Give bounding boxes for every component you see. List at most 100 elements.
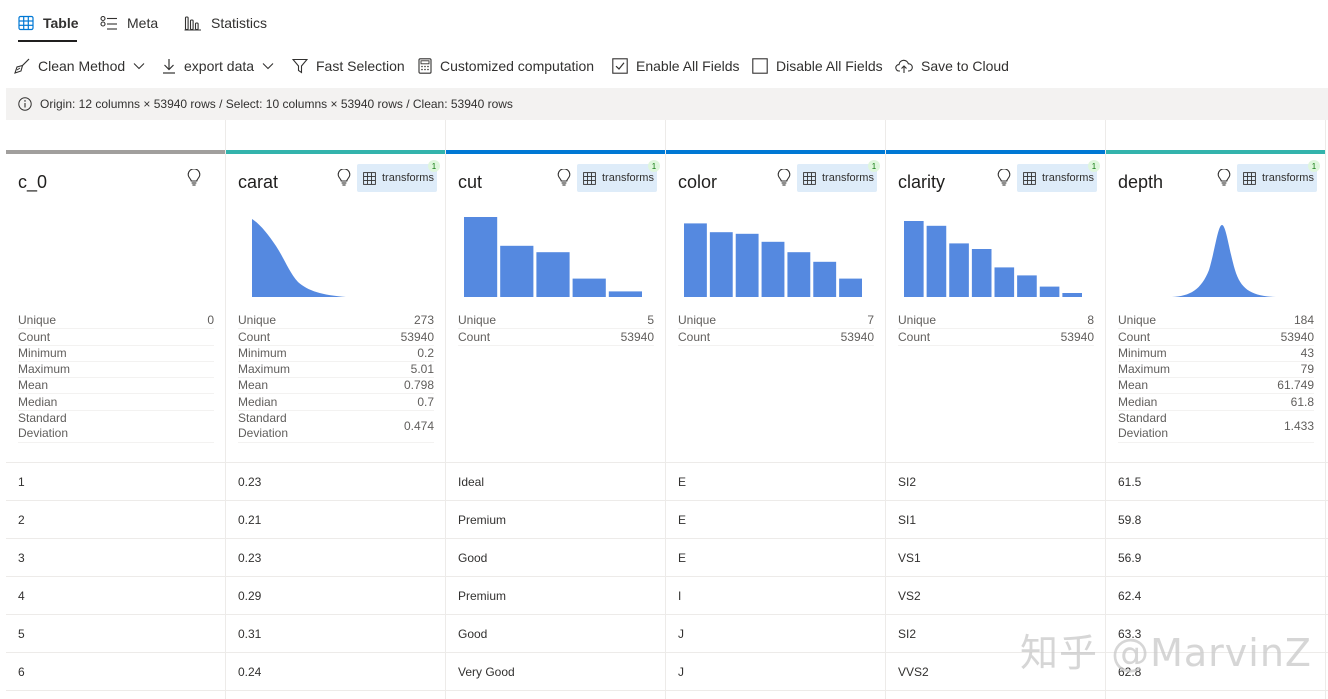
checkbox-checked-icon — [612, 58, 628, 74]
table-cell[interactable]: J — [666, 615, 886, 653]
tab-statistics[interactable]: Statistics — [184, 12, 267, 34]
clarity-histogram-bar[interactable] — [949, 243, 969, 297]
transforms-label: transforms — [1262, 172, 1314, 184]
table-cell[interactable]: 62.4 — [1106, 577, 1326, 615]
stat-label: Count — [18, 329, 51, 344]
color-histogram-bar[interactable] — [813, 261, 837, 297]
lightbulb-icon[interactable] — [777, 168, 791, 192]
table-cell[interactable]: 63.3 — [1106, 615, 1326, 653]
table-cell[interactable]: 61.5 — [1106, 463, 1326, 501]
cut-histogram-bar[interactable] — [464, 217, 498, 297]
save-to-cloud-button[interactable]: Save to Cloud — [895, 52, 1009, 80]
stat-label: Count — [238, 329, 271, 344]
clarity-histogram-bar[interactable] — [971, 249, 992, 297]
color-histogram-bar[interactable] — [787, 252, 811, 297]
stat-value: 53940 — [620, 329, 654, 344]
cut-histogram-bar[interactable] — [500, 245, 534, 297]
stat-value: 5 — [647, 313, 654, 328]
enable-all-fields-button[interactable]: Enable All Fields — [612, 52, 740, 80]
table-cell[interactable]: Good — [446, 539, 666, 577]
table-cell[interactable]: 0.29 — [226, 577, 446, 615]
transforms-label: transforms — [1042, 172, 1094, 184]
lightbulb-icon[interactable] — [557, 168, 571, 192]
table-cell[interactable]: 56.9 — [1106, 539, 1326, 577]
cut-histogram-bar[interactable] — [608, 291, 642, 297]
table-cell[interactable]: 6 — [6, 653, 226, 691]
column-clarity: clarity transforms 1 Unique 8 Count 53940 — [886, 120, 1106, 699]
table-cell[interactable]: SI2 — [886, 615, 1106, 653]
table-cell[interactable]: Good — [446, 615, 666, 653]
lightbulb-icon[interactable] — [187, 168, 201, 192]
tab-meta[interactable]: Meta — [100, 12, 158, 34]
customized-computation-button[interactable]: Customized computation — [418, 52, 594, 80]
cut-histogram-bar[interactable] — [572, 278, 606, 297]
color-histogram-bar[interactable] — [761, 241, 785, 297]
table-cell[interactable]: Very Good — [446, 653, 666, 691]
table-row[interactable]: 5 0.31 Good J SI2 63.3 — [6, 614, 1328, 653]
clarity-histogram-bar[interactable] — [1062, 293, 1082, 297]
list-icon — [100, 15, 117, 30]
table-cell[interactable]: 2 — [6, 501, 226, 539]
table-cell[interactable]: 0.23 — [226, 463, 446, 501]
tab-table[interactable]: Table — [18, 12, 79, 34]
clarity-histogram-bar[interactable] — [904, 221, 924, 297]
export-data-dropdown[interactable]: export data — [162, 52, 274, 80]
clarity-histogram-bar[interactable] — [1017, 275, 1037, 297]
color-histogram-bar[interactable] — [709, 232, 733, 297]
table-cell[interactable]: SI2 — [886, 463, 1106, 501]
transforms-button[interactable]: transforms 1 — [1017, 160, 1100, 192]
table-cell[interactable]: 0.24 — [226, 653, 446, 691]
lightbulb-icon[interactable] — [1217, 168, 1231, 192]
table-cell[interactable]: 0.23 — [226, 539, 446, 577]
transforms-button[interactable]: transforms 1 — [1237, 160, 1320, 192]
table-cell[interactable]: Premium — [446, 501, 666, 539]
table-row[interactable]: 1 0.23 Ideal E SI2 61.5 — [6, 462, 1328, 501]
clarity-histogram-bar[interactable] — [926, 225, 947, 297]
table-cell[interactable]: E — [666, 539, 886, 577]
table-cell[interactable]: I — [666, 577, 886, 615]
table-cell[interactable]: VVS2 — [886, 653, 1106, 691]
stat-value: 184 — [1293, 313, 1314, 328]
clarity-histogram-bar[interactable] — [994, 267, 1015, 297]
stat-row: Count 53940 — [458, 329, 654, 346]
table-cell[interactable]: SI1 — [886, 501, 1106, 539]
table-cell[interactable]: J — [666, 653, 886, 691]
table-cell[interactable]: E — [666, 501, 886, 539]
transforms-button[interactable]: transforms 1 — [357, 160, 440, 192]
color-histogram-bar[interactable] — [839, 278, 862, 297]
fast-selection-button[interactable]: Fast Selection — [292, 52, 405, 80]
stat-row: Minimum 43 — [1118, 346, 1314, 362]
table-row[interactable]: 3 0.23 Good E VS1 56.9 — [6, 538, 1328, 577]
lightbulb-icon[interactable] — [337, 168, 351, 192]
transforms-button[interactable]: transforms 1 — [797, 160, 880, 192]
lightbulb-icon[interactable] — [997, 168, 1011, 192]
disable-all-fields-button[interactable]: Disable All Fields — [752, 52, 883, 80]
cut-histogram-bar[interactable] — [536, 252, 570, 297]
table-cell[interactable]: 3 — [6, 539, 226, 577]
table-cell[interactable]: Ideal — [446, 463, 666, 501]
table-cell[interactable]: 59.8 — [1106, 501, 1326, 539]
table-cell[interactable]: 62.8 — [1106, 653, 1326, 691]
table-cell[interactable]: 1 — [6, 463, 226, 501]
clean-method-dropdown[interactable]: Clean Method — [14, 52, 145, 80]
color-histogram-bar[interactable] — [684, 223, 707, 297]
table-cell[interactable]: 5 — [6, 615, 226, 653]
table-row[interactable] — [6, 690, 1328, 699]
table-cell[interactable]: 0.21 — [226, 501, 446, 539]
table-cell[interactable]: 0.31 — [226, 615, 446, 653]
table-row[interactable]: 4 0.29 Premium I VS2 62.4 — [6, 576, 1328, 615]
table-row[interactable]: 6 0.24 Very Good J VVS2 62.8 — [6, 652, 1328, 691]
stat-label: Standard Deviation — [18, 411, 69, 441]
table-row[interactable]: 2 0.21 Premium E SI1 59.8 — [6, 500, 1328, 539]
table-cell[interactable]: VS1 — [886, 539, 1106, 577]
table-cell[interactable]: VS2 — [886, 577, 1106, 615]
stat-row: Unique 184 — [1118, 313, 1314, 330]
table-cell[interactable]: E — [666, 463, 886, 501]
table-cell[interactable]: 4 — [6, 577, 226, 615]
clarity-histogram-bar[interactable] — [1039, 286, 1060, 297]
table-cell[interactable]: Premium — [446, 577, 666, 615]
color-histogram-bar[interactable] — [735, 233, 759, 297]
stat-row: Median 0.7 — [238, 394, 434, 411]
stat-row: Count 53940 — [238, 329, 434, 346]
transforms-button[interactable]: transforms 1 — [577, 160, 660, 192]
